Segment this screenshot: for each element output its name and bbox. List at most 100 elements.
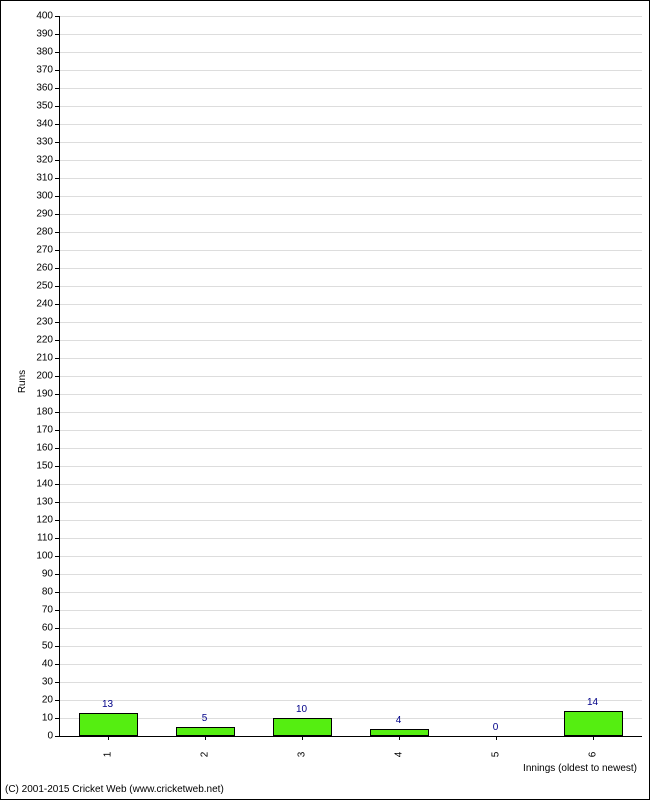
ytick-mark xyxy=(55,466,59,467)
ytick-label: 120 xyxy=(23,515,53,526)
ytick-label: 30 xyxy=(23,677,53,688)
ytick-mark xyxy=(55,124,59,125)
gridline xyxy=(60,448,642,449)
ytick-label: 370 xyxy=(23,65,53,76)
ytick-label: 60 xyxy=(23,623,53,634)
chart-container: Runs Innings (oldest to newest) (C) 2001… xyxy=(0,0,650,800)
ytick-mark xyxy=(55,610,59,611)
ytick-label: 210 xyxy=(23,353,53,364)
ytick-mark xyxy=(55,718,59,719)
ytick-mark xyxy=(55,88,59,89)
ytick-label: 240 xyxy=(23,299,53,310)
gridline xyxy=(60,682,642,683)
ytick-label: 280 xyxy=(23,227,53,238)
ytick-label: 40 xyxy=(23,659,53,670)
ytick-mark xyxy=(55,376,59,377)
xtick-mark xyxy=(399,736,400,740)
ytick-label: 200 xyxy=(23,371,53,382)
ytick-label: 0 xyxy=(23,731,53,742)
ytick-label: 10 xyxy=(23,713,53,724)
ytick-mark xyxy=(55,574,59,575)
ytick-label: 290 xyxy=(23,209,53,220)
ytick-mark xyxy=(55,322,59,323)
gridline xyxy=(60,502,642,503)
gridline xyxy=(60,556,642,557)
xtick-mark xyxy=(593,736,594,740)
ytick-label: 150 xyxy=(23,461,53,472)
ytick-mark xyxy=(55,430,59,431)
gridline xyxy=(60,34,642,35)
bar-value-label: 13 xyxy=(102,699,113,710)
ytick-label: 330 xyxy=(23,137,53,148)
ytick-mark xyxy=(55,646,59,647)
xtick-mark xyxy=(205,736,206,740)
ytick-mark xyxy=(55,664,59,665)
bar xyxy=(370,729,428,736)
gridline xyxy=(60,142,642,143)
ytick-mark xyxy=(55,52,59,53)
gridline xyxy=(60,610,642,611)
gridline xyxy=(60,700,642,701)
ytick-mark xyxy=(55,232,59,233)
ytick-mark xyxy=(55,682,59,683)
ytick-label: 70 xyxy=(23,605,53,616)
xtick-mark xyxy=(108,736,109,740)
ytick-mark xyxy=(55,70,59,71)
ytick-mark xyxy=(55,412,59,413)
x-axis-label: Innings (oldest to newest) xyxy=(523,763,637,774)
xtick-label: 1 xyxy=(102,752,113,758)
ytick-mark xyxy=(55,502,59,503)
xtick-label: 3 xyxy=(296,752,307,758)
ytick-label: 350 xyxy=(23,101,53,112)
gridline xyxy=(60,322,642,323)
ytick-label: 170 xyxy=(23,425,53,436)
bar-value-label: 0 xyxy=(493,722,499,733)
ytick-label: 340 xyxy=(23,119,53,130)
xtick-label: 5 xyxy=(490,752,501,758)
gridline xyxy=(60,520,642,521)
gridline xyxy=(60,718,642,719)
ytick-mark xyxy=(55,250,59,251)
xtick-label: 4 xyxy=(393,752,404,758)
gridline xyxy=(60,358,642,359)
ytick-mark xyxy=(55,16,59,17)
ytick-mark xyxy=(55,304,59,305)
ytick-mark xyxy=(55,178,59,179)
gridline xyxy=(60,592,642,593)
ytick-mark xyxy=(55,592,59,593)
gridline xyxy=(60,664,642,665)
bar xyxy=(564,711,622,736)
ytick-mark xyxy=(55,538,59,539)
ytick-mark xyxy=(55,448,59,449)
gridline xyxy=(60,250,642,251)
gridline xyxy=(60,628,642,629)
bar-value-label: 10 xyxy=(296,704,307,715)
gridline xyxy=(60,286,642,287)
ytick-mark xyxy=(55,484,59,485)
ytick-label: 160 xyxy=(23,443,53,454)
ytick-mark xyxy=(55,628,59,629)
ytick-mark xyxy=(55,700,59,701)
ytick-label: 100 xyxy=(23,551,53,562)
ytick-label: 270 xyxy=(23,245,53,256)
gridline xyxy=(60,574,642,575)
gridline xyxy=(60,268,642,269)
plot-area xyxy=(59,16,642,737)
gridline xyxy=(60,376,642,377)
ytick-mark xyxy=(55,268,59,269)
ytick-mark xyxy=(55,556,59,557)
ytick-label: 400 xyxy=(23,11,53,22)
ytick-mark xyxy=(55,358,59,359)
gridline xyxy=(60,178,642,179)
gridline xyxy=(60,232,642,233)
ytick-label: 360 xyxy=(23,83,53,94)
ytick-mark xyxy=(55,520,59,521)
ytick-mark xyxy=(55,394,59,395)
bar xyxy=(176,727,234,736)
gridline xyxy=(60,646,642,647)
gridline xyxy=(60,160,642,161)
ytick-mark xyxy=(55,736,59,737)
ytick-mark xyxy=(55,160,59,161)
xtick-mark xyxy=(496,736,497,740)
xtick-mark xyxy=(302,736,303,740)
